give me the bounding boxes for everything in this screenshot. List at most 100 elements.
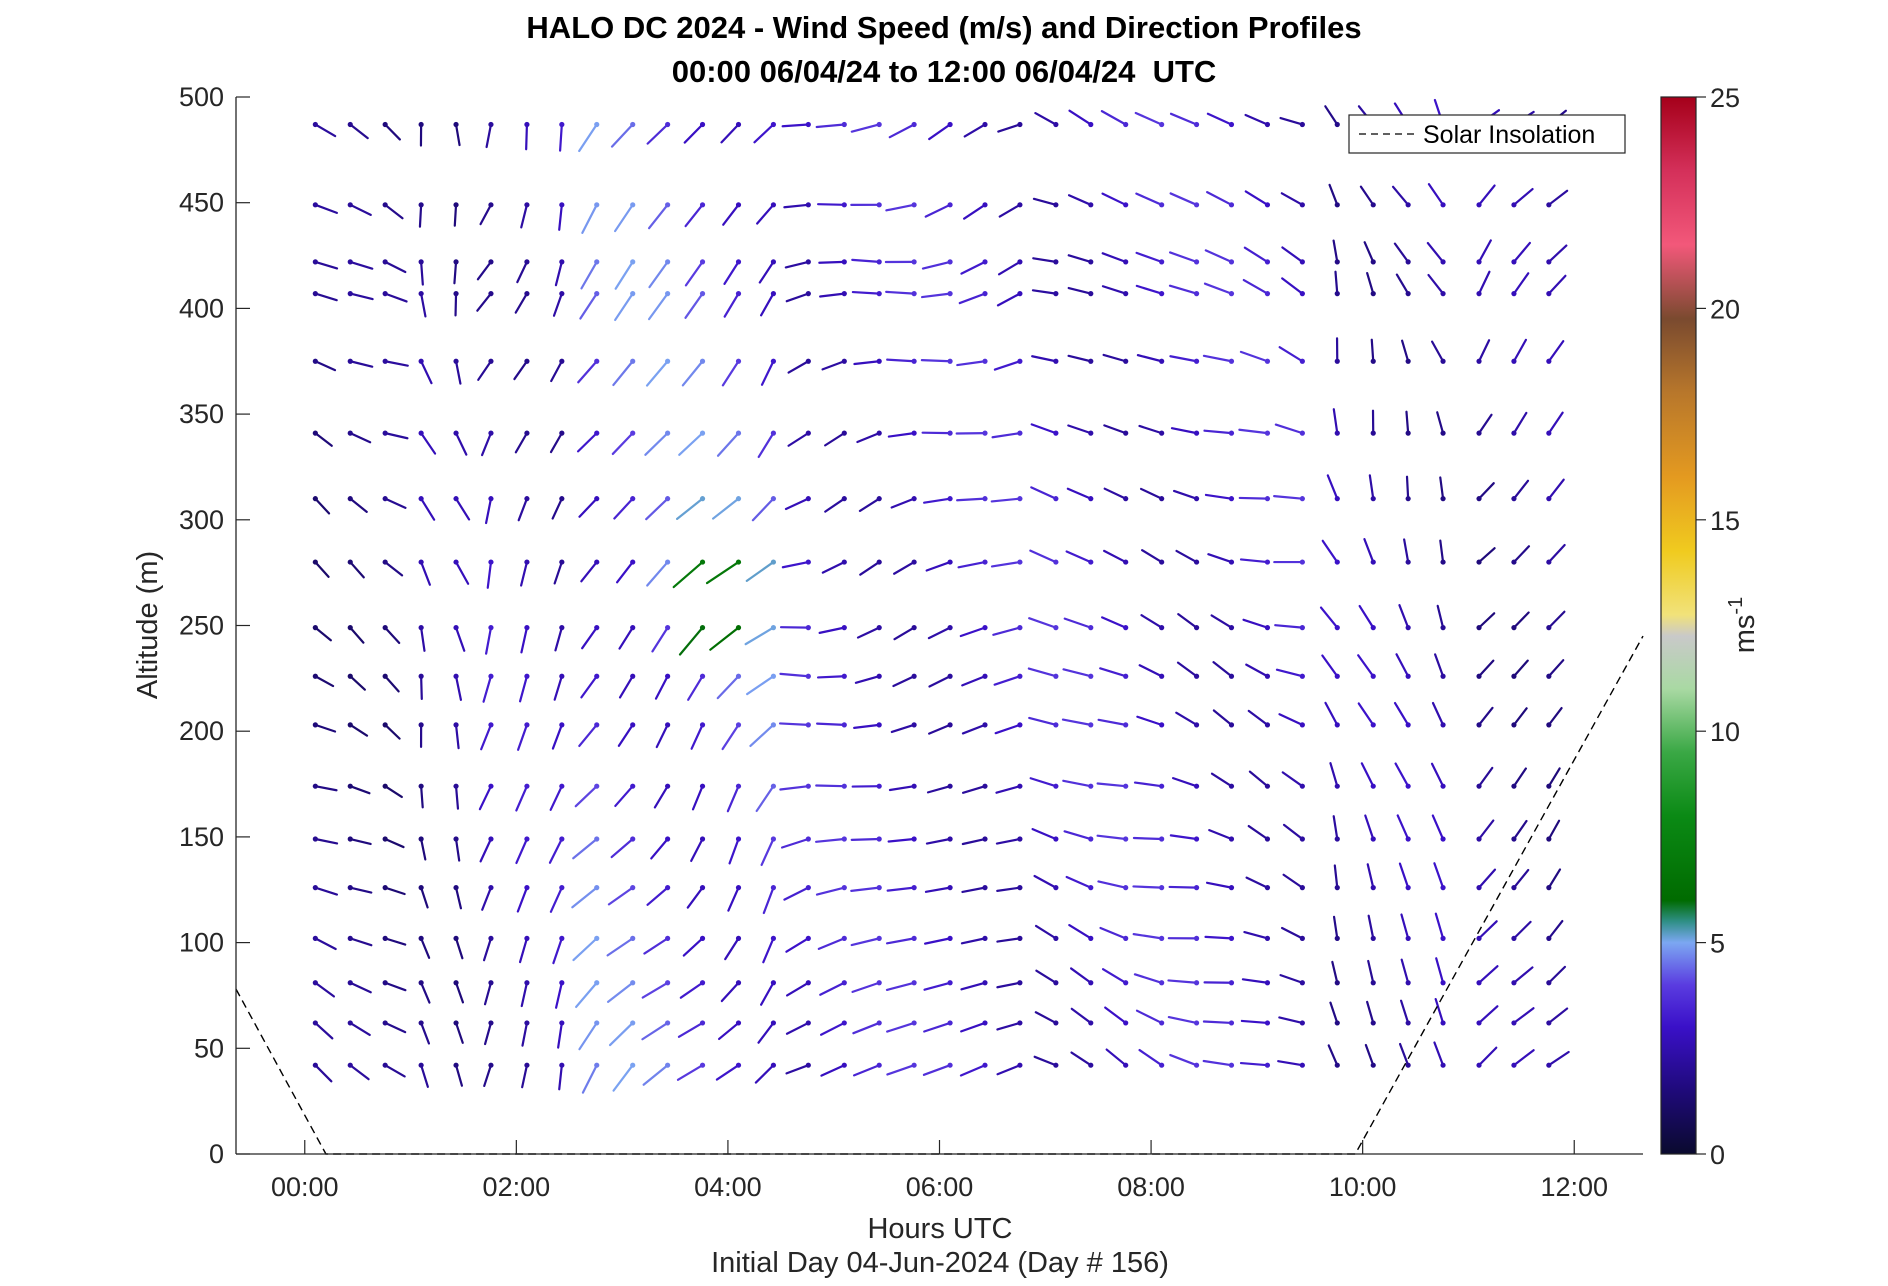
wind-vector-head [594, 1020, 599, 1025]
wind-vector-head [1406, 980, 1411, 985]
wind-vector-head [559, 496, 564, 501]
wind-vector-head [982, 202, 987, 207]
wind-vector-head [559, 559, 564, 564]
wind-vector-head [1053, 1063, 1058, 1068]
wind-vector-head [1406, 431, 1411, 436]
wind-vector-head [842, 202, 847, 207]
x-tick-label: 04:00 [694, 1172, 762, 1202]
y-axis-label: Altitude (m) [132, 551, 164, 699]
wind-vector-head [1440, 291, 1445, 296]
wind-vector-head [665, 980, 670, 985]
wind-vector-head [1546, 625, 1551, 630]
wind-vector-head [488, 431, 493, 436]
wind-vector-head [594, 885, 599, 890]
wind-vector-head [1300, 259, 1305, 264]
wind-vector-head [1440, 625, 1445, 630]
wind-vector-head [559, 122, 564, 127]
wind-vector-head [736, 202, 741, 207]
wind-vector-head [1371, 1020, 1376, 1025]
wind-vector-head [1476, 885, 1481, 890]
wind-vector-head [313, 202, 318, 207]
wind-vector-head [736, 722, 741, 727]
wind-vector-head [665, 1063, 670, 1068]
wind-vector-head [736, 259, 741, 264]
wind-vector-head [982, 936, 987, 941]
wind-vector-head [912, 784, 917, 789]
wind-vector-head [488, 1063, 493, 1068]
wind-vector-head [348, 431, 353, 436]
wind-vector-head [806, 936, 811, 941]
wind-vector-head [348, 202, 353, 207]
colorbar-gradient [1661, 97, 1696, 1154]
wind-vector-head [383, 202, 388, 207]
wind-vector-head [947, 259, 952, 264]
wind-vector-head [630, 431, 635, 436]
wind-vector-head [806, 431, 811, 436]
wind-vector-head [771, 1063, 776, 1068]
wind-vector-head [982, 784, 987, 789]
wind-vector-head [1335, 836, 1340, 841]
wind-vector-head [806, 1063, 811, 1068]
colorbar-tick-label: 5 [1710, 929, 1725, 959]
wind-vector-head [1406, 936, 1411, 941]
wind-vector-head [912, 936, 917, 941]
wind-vector-head [947, 674, 952, 679]
wind-vector-head [1265, 1063, 1270, 1068]
wind-vector-head [1053, 202, 1058, 207]
wind-vector-head [453, 722, 458, 727]
x-tick-label: 06:00 [906, 1172, 974, 1202]
wind-vector-head [1265, 259, 1270, 264]
wind-vector-head [453, 674, 458, 679]
wind-vector-head [1053, 291, 1058, 296]
wind-vector-head [524, 122, 529, 127]
colorbar-tick-label: 15 [1710, 506, 1740, 536]
y-tick-label: 400 [179, 293, 224, 323]
wind-vector-head [1476, 784, 1481, 789]
wind-vector-head [383, 722, 388, 727]
wind-vector-head [1053, 836, 1058, 841]
y-tick-label: 300 [179, 505, 224, 535]
y-tick-label: 150 [179, 822, 224, 852]
wind-vector-head [877, 722, 882, 727]
wind-vector-head [1123, 359, 1128, 364]
wind-vector-head [383, 936, 388, 941]
wind-vector-head [912, 885, 917, 890]
wind-vector-head [1335, 885, 1340, 890]
wind-vector-head [1300, 980, 1305, 985]
wind-vector-head [700, 885, 705, 890]
wind-vector-head [877, 291, 882, 296]
wind-vector-head [1229, 836, 1234, 841]
wind-vector-head [348, 359, 353, 364]
wind-vector-head [419, 359, 424, 364]
wind-vector-head [559, 980, 564, 985]
wind-vector-head [559, 674, 564, 679]
wind-vector-head [912, 259, 917, 264]
wind-vector-head [1511, 559, 1516, 564]
wind-vector-head [736, 885, 741, 890]
wind-vector-head [1371, 722, 1376, 727]
wind-vector-head [1017, 359, 1022, 364]
wind-vector-head [1335, 625, 1340, 630]
wind-vector-head [559, 936, 564, 941]
wind-vector-head [488, 202, 493, 207]
wind-vector-head [1440, 496, 1445, 501]
wind-vector-head [524, 496, 529, 501]
wind-vector-head [771, 359, 776, 364]
wind-vector-head [842, 259, 847, 264]
wind-vector-head [806, 885, 811, 890]
wind-vector-head [1511, 836, 1516, 841]
wind-vector-head [1476, 1063, 1481, 1068]
wind-vector-head [1123, 259, 1128, 264]
wind-vector-head [488, 291, 493, 296]
wind-vector-head [877, 784, 882, 789]
wind-vector-head [1546, 259, 1551, 264]
wind-vector-head [1546, 1063, 1551, 1068]
wind-vector-head [1440, 936, 1445, 941]
wind-vector-head [348, 122, 353, 127]
wind-vector-head [947, 980, 952, 985]
wind-vector-head [1476, 836, 1481, 841]
wind-vector-head [1194, 291, 1199, 296]
wind-vector-head [630, 496, 635, 501]
wind-vector-head [842, 836, 847, 841]
